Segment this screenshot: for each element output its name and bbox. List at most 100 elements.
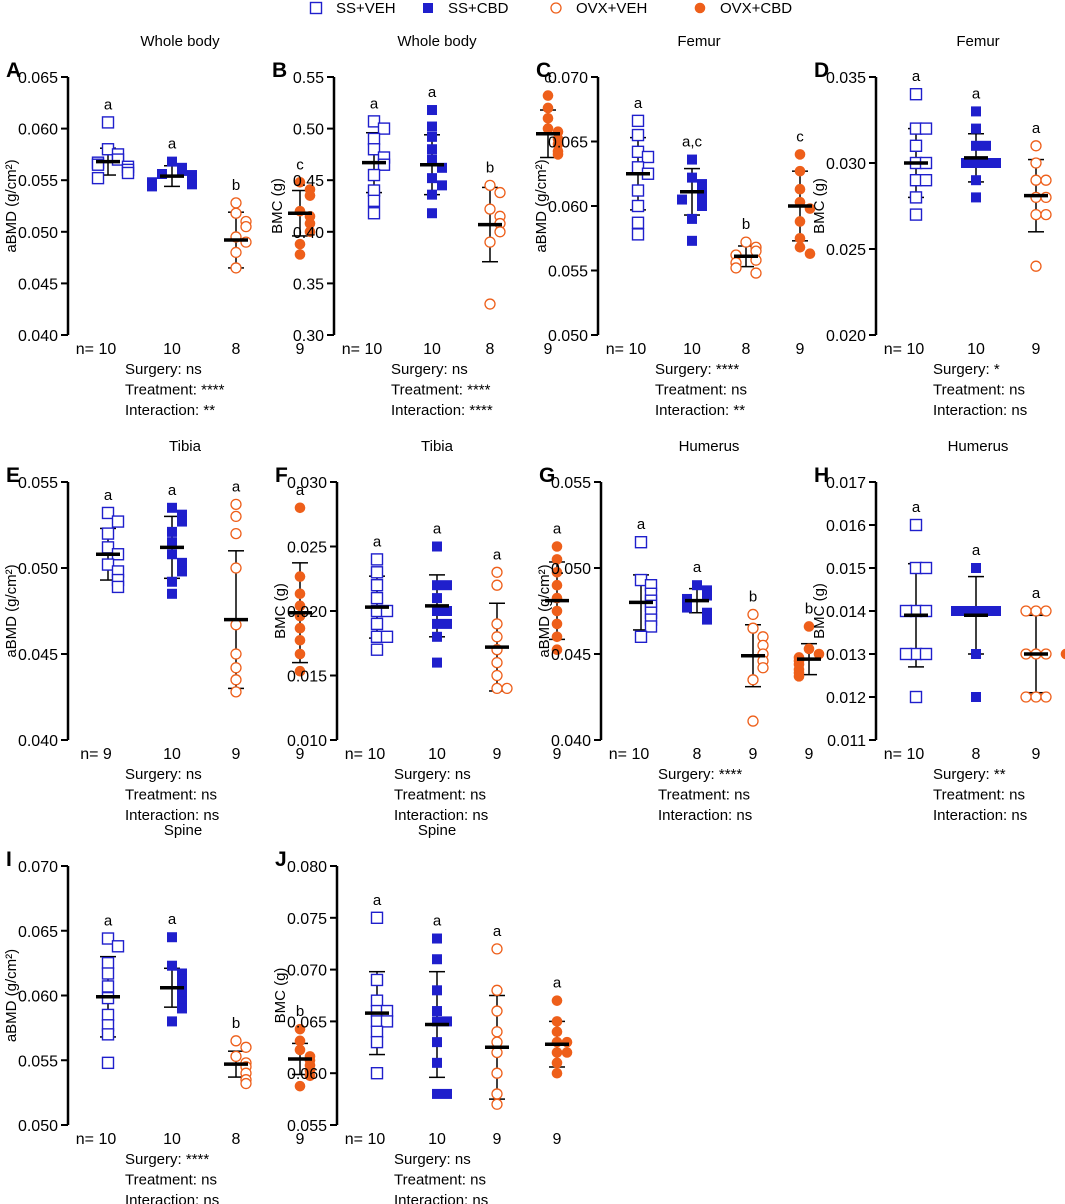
data-point bbox=[101, 980, 115, 993]
significance-letter: b bbox=[805, 600, 813, 617]
data-point bbox=[899, 647, 913, 661]
group-ss-cbd: a 10 bbox=[425, 913, 452, 1148]
data-point bbox=[542, 112, 554, 124]
group-ovx-veh: a9 bbox=[485, 546, 513, 763]
n-label: 8 bbox=[972, 746, 981, 763]
data-point bbox=[240, 220, 252, 233]
significance-letter: c bbox=[296, 156, 304, 173]
data-point bbox=[294, 571, 306, 582]
n-label: n= 10 bbox=[884, 341, 925, 358]
data-point bbox=[491, 579, 503, 591]
data-point bbox=[677, 194, 687, 205]
n-label: n= 10 bbox=[76, 1131, 117, 1148]
y-tick-label: 0.040 bbox=[18, 733, 58, 750]
data-point bbox=[631, 216, 645, 229]
significance-letter: a bbox=[972, 85, 981, 102]
data-point bbox=[909, 87, 923, 101]
significance-letter: a bbox=[1032, 120, 1041, 137]
significance-letter: a bbox=[232, 478, 241, 495]
significance-letter: b bbox=[742, 216, 750, 233]
y-tick-label: 0.055 bbox=[548, 264, 588, 281]
n-label: 10 bbox=[428, 746, 446, 763]
data-point bbox=[294, 588, 306, 600]
data-point bbox=[702, 607, 712, 618]
data-point bbox=[484, 203, 496, 215]
legend-label: SS+CBD bbox=[448, 0, 509, 17]
data-point bbox=[551, 1047, 563, 1058]
data-point bbox=[167, 576, 177, 587]
significance-letter: a bbox=[104, 487, 113, 504]
y-tick-label: 0.060 bbox=[18, 989, 58, 1006]
stats-line: Surgery: **** bbox=[655, 361, 739, 378]
data-point bbox=[1030, 208, 1042, 221]
y-tick-label: 0.050 bbox=[18, 561, 58, 578]
y-axis-label: BMC (g) bbox=[811, 178, 828, 234]
legend-label: SS+VEH bbox=[336, 0, 396, 17]
group-ss-veh: a n= 10 bbox=[606, 95, 655, 358]
stats-line: Surgery: ** bbox=[933, 766, 1006, 783]
y-tick-label: 0.055 bbox=[287, 1118, 327, 1135]
group-ss-cbd: a 10 bbox=[961, 85, 1001, 358]
data-point bbox=[432, 1016, 442, 1027]
data-point bbox=[794, 232, 806, 244]
stats-line: Interaction: ** bbox=[125, 402, 215, 419]
data-point bbox=[294, 1023, 306, 1035]
data-point bbox=[147, 181, 157, 192]
data-point bbox=[1030, 691, 1042, 703]
y-tick-label: 0.070 bbox=[18, 859, 58, 876]
data-point bbox=[794, 241, 806, 253]
data-point bbox=[432, 593, 442, 604]
data-point bbox=[367, 194, 381, 208]
data-point bbox=[294, 238, 306, 250]
significance-letter: a bbox=[428, 84, 437, 101]
n-label: n= 10 bbox=[884, 746, 925, 763]
data-point bbox=[177, 996, 187, 1007]
group-ovx-cbd: c9 bbox=[536, 70, 564, 358]
stats-line: Surgery: ns bbox=[394, 766, 471, 783]
legend-label: OVX+VEH bbox=[576, 0, 647, 17]
data-point bbox=[177, 1003, 187, 1014]
significance-letter: a bbox=[634, 95, 643, 112]
stats-line: Treatment: ns bbox=[394, 787, 486, 804]
data-point bbox=[971, 158, 981, 168]
panel-title: Spine bbox=[164, 822, 202, 839]
group-ss-veh: a n= 10 bbox=[342, 95, 391, 358]
y-tick-label: 0.040 bbox=[551, 733, 591, 750]
significance-letter: b bbox=[232, 177, 240, 194]
group-ss-cbd: a8 bbox=[682, 559, 712, 763]
group-ovx-veh: b9 bbox=[741, 588, 769, 763]
y-tick-label: 0.015 bbox=[826, 561, 866, 578]
n-label: 10 bbox=[967, 341, 985, 358]
data-point bbox=[1040, 208, 1052, 221]
data-point bbox=[240, 1041, 252, 1053]
data-point bbox=[187, 179, 197, 190]
data-point bbox=[432, 1006, 442, 1017]
data-point bbox=[702, 585, 712, 596]
data-point bbox=[551, 567, 563, 578]
panel-title: Whole body bbox=[397, 33, 477, 50]
data-point bbox=[167, 537, 177, 548]
data-point bbox=[230, 1035, 242, 1047]
stats-line: Treatment: ns bbox=[658, 787, 750, 804]
significance-letter: a bbox=[693, 559, 702, 576]
data-point bbox=[111, 515, 125, 528]
data-point bbox=[427, 173, 437, 184]
data-point bbox=[551, 579, 563, 591]
legend-marker bbox=[550, 2, 562, 14]
data-point bbox=[427, 189, 437, 200]
data-point bbox=[494, 186, 506, 199]
data-point bbox=[370, 911, 384, 924]
data-point bbox=[240, 1077, 252, 1090]
data-point bbox=[991, 606, 1001, 616]
group-ovx-veh: a9 bbox=[1020, 585, 1052, 763]
data-point bbox=[294, 634, 306, 646]
data-point bbox=[491, 984, 503, 996]
panel-f: F Tibia 0.010 0.015 0.020 0.025 0.030 BMC (g) a n… bbox=[272, 438, 569, 824]
data-point bbox=[491, 566, 503, 578]
data-point bbox=[747, 715, 759, 727]
n-label: 9 bbox=[796, 341, 805, 358]
stats-line: Treatment: ns bbox=[933, 382, 1025, 399]
data-point bbox=[432, 631, 442, 642]
data-point bbox=[367, 184, 381, 197]
group-ovx-veh: b8 bbox=[224, 1015, 252, 1148]
